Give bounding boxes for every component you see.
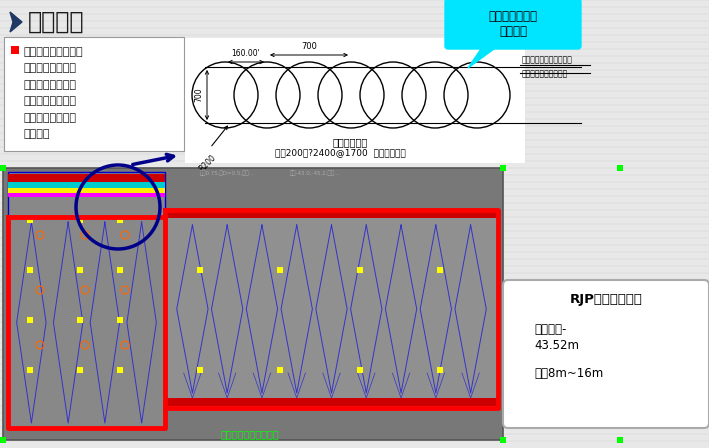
Text: RJP工法止水帷幕: RJP工法止水帷幕: [569, 293, 642, 306]
Bar: [27, 317, 33, 323]
Text: 设置连续旋喷桩止: 设置连续旋喷桩止: [24, 64, 77, 73]
Bar: [500, 165, 506, 171]
Text: 在既有地连墙外侧，: 在既有地连墙外侧，: [24, 47, 84, 57]
Bar: [197, 367, 203, 373]
Bar: [437, 267, 443, 273]
Bar: [8, 172, 165, 428]
Bar: [185, 38, 525, 163]
Bar: [165, 210, 498, 408]
Bar: [77, 217, 83, 223]
Bar: [117, 267, 123, 273]
Bar: [500, 437, 506, 443]
Text: 700: 700: [301, 42, 317, 51]
Text: R200: R200: [198, 153, 218, 173]
Text: 地连墙止水帷幕示意图: 地连墙止水帷幕示意图: [220, 429, 279, 439]
Bar: [617, 437, 623, 443]
Bar: [117, 217, 123, 223]
Text: 度，上部与既有地: 度，上部与既有地: [24, 113, 77, 123]
Bar: [165, 210, 498, 218]
Bar: [27, 217, 33, 223]
FancyBboxPatch shape: [445, 0, 581, 49]
FancyBboxPatch shape: [503, 280, 709, 428]
Bar: [117, 367, 123, 373]
Bar: [8, 188, 165, 193]
Text: 采用200度?2400@1700  局部调整间距: 采用200度?2400@1700 局部调整间距: [274, 148, 406, 157]
Text: 水帷幕，加深地连: 水帷幕，加深地连: [24, 80, 77, 90]
Text: 桩底标高-: 桩底标高-: [534, 323, 566, 336]
Bar: [27, 367, 33, 373]
Text: 160.00': 160.00': [232, 49, 260, 58]
Bar: [77, 317, 83, 323]
Polygon shape: [468, 46, 498, 68]
Text: 43.52m: 43.52m: [534, 339, 579, 352]
Bar: [500, 165, 506, 171]
Bar: [11, 46, 19, 54]
Text: 设计方案: 设计方案: [28, 10, 84, 34]
Bar: [3, 168, 503, 440]
Bar: [8, 182, 165, 188]
Bar: [437, 367, 443, 373]
Bar: [197, 267, 203, 273]
Polygon shape: [10, 12, 22, 32]
Bar: [617, 165, 623, 171]
Bar: [165, 398, 498, 406]
Bar: [8, 193, 165, 197]
Text: 桩长8m~16m: 桩长8m~16m: [534, 367, 603, 380]
Bar: [27, 267, 33, 273]
Text: 桩距0.75,桩D=0.5,桩长...: 桩距0.75,桩D=0.5,桩长...: [200, 170, 255, 176]
Bar: [0, 165, 6, 171]
Text: 700: 700: [194, 88, 203, 102]
Bar: [277, 267, 283, 273]
Text: 取转角处全圆中心位置: 取转角处全圆中心位置: [522, 69, 568, 78]
Bar: [117, 317, 123, 323]
Bar: [0, 437, 6, 443]
Bar: [357, 267, 363, 273]
Bar: [357, 367, 363, 373]
Text: 取芯的位置建议采用全圆: 取芯的位置建议采用全圆: [522, 55, 573, 64]
Bar: [277, 367, 283, 373]
Text: 标高-43.0,-45.2,桩长...: 标高-43.0,-45.2,桩长...: [290, 170, 340, 176]
Text: 转角处、取芯处
采用全圆: 转角处、取芯处 采用全圆: [489, 10, 537, 38]
Text: 连墙搭接: 连墙搭接: [24, 129, 50, 139]
Text: 止水帷幕大样: 止水帷幕大样: [333, 137, 368, 147]
Text: 墙底部止水帷幕长: 墙底部止水帷幕长: [24, 96, 77, 107]
Bar: [77, 367, 83, 373]
FancyBboxPatch shape: [4, 37, 184, 151]
Bar: [8, 174, 165, 182]
Bar: [77, 267, 83, 273]
